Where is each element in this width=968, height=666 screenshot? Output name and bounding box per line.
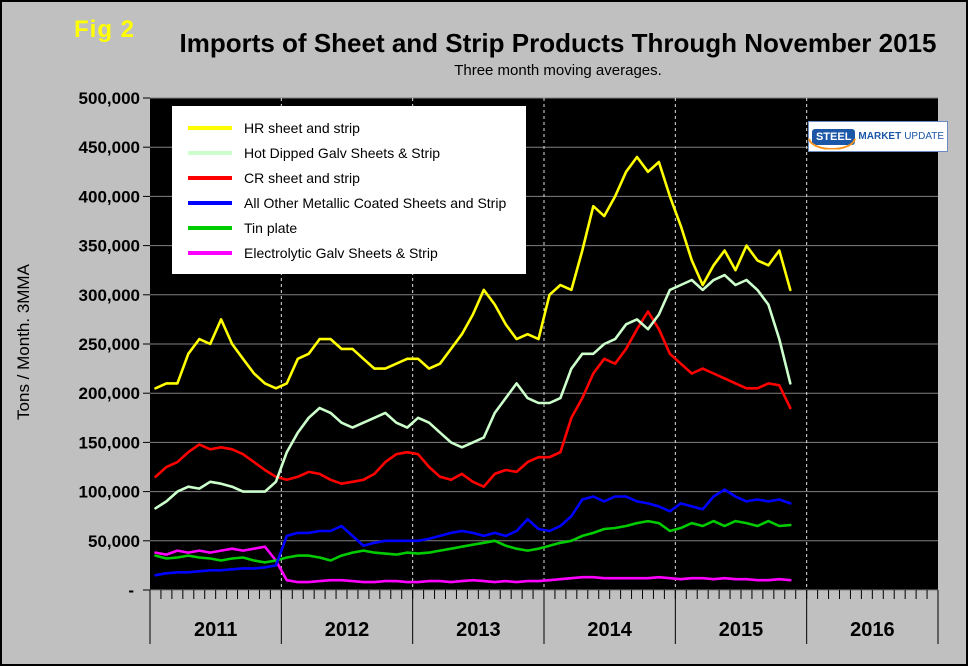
- figure-label: Fig 2: [74, 16, 136, 43]
- legend-item: CR sheet and strip: [188, 165, 506, 190]
- series-line-electrolytic-galv-sheets-strip: [154, 545, 792, 584]
- legend-label: HR sheet and strip: [244, 119, 360, 136]
- series-line-cr-sheet-and-strip: [154, 310, 792, 489]
- x-year-label: 2013: [456, 619, 501, 641]
- series-line-hr-sheet-and-strip: [154, 155, 792, 390]
- y-tick-label: 450,000: [79, 138, 140, 157]
- legend-item: Electrolytic Galv Sheets & Strip: [188, 240, 506, 265]
- legend-label: Electrolytic Galv Sheets & Strip: [244, 244, 438, 261]
- legend-swatch: [188, 150, 232, 155]
- x-year-label: 2012: [325, 619, 370, 641]
- y-tick-label: 200,000: [79, 384, 140, 403]
- legend-item: Tin plate: [188, 215, 506, 240]
- x-year-label: 2016: [850, 619, 895, 641]
- y-tick-label: 250,000: [79, 335, 140, 354]
- legend-swatch: [188, 200, 232, 205]
- y-tick-label: 100,000: [79, 483, 140, 502]
- logo-steel-text: STEEL: [811, 128, 856, 145]
- legend: HR sheet and strip Hot Dipped Galv Sheets…: [172, 106, 527, 274]
- y-tick-label: 50,000: [88, 532, 140, 551]
- legend-swatch: [188, 175, 232, 180]
- y-tick-label: 300,000: [79, 286, 140, 305]
- y-tick-label: 500,000: [79, 89, 140, 108]
- legend-label: Tin plate: [244, 219, 298, 236]
- smu-logo: STEEL MARKET UPDATE: [807, 121, 948, 152]
- series-line-hot-dipped-galv-sheets-strip: [154, 273, 792, 510]
- legend-swatch: [188, 250, 232, 255]
- legend-swatch: [188, 125, 232, 130]
- legend-label: All Other Metallic Coated Sheets and Str…: [244, 194, 507, 211]
- logo-update-text: UPDATE: [904, 131, 945, 142]
- legend-label: CR sheet and strip: [244, 169, 360, 186]
- chart-title: Imports of Sheet and Strip Products Thro…: [179, 28, 937, 58]
- legend-item: All Other Metallic Coated Sheets and Str…: [188, 190, 506, 215]
- legend-swatch: [188, 225, 232, 230]
- y-tick-label: 150,000: [79, 433, 140, 452]
- y-tick-label: 400,000: [79, 187, 140, 206]
- series-line-all-other-metallic-coated-sheets-and-strip: [154, 488, 792, 577]
- series-line-tin-plate: [154, 519, 792, 564]
- chart-subtitle: Three month moving averages.: [454, 62, 662, 79]
- y-tick-label: -: [128, 581, 134, 600]
- legend-item: Hot Dipped Galv Sheets & Strip: [188, 140, 506, 165]
- legend-item: HR sheet and strip: [188, 115, 506, 140]
- logo-steel-wrap: STEEL: [807, 128, 856, 150]
- y-tick-label: 350,000: [79, 237, 140, 256]
- logo-market-text: MARKET: [858, 131, 902, 142]
- legend-label: Hot Dipped Galv Sheets & Strip: [244, 144, 441, 161]
- x-year-label: 2014: [587, 619, 632, 641]
- x-year-label: 2011: [194, 619, 237, 641]
- x-year-label: 2015: [719, 619, 764, 641]
